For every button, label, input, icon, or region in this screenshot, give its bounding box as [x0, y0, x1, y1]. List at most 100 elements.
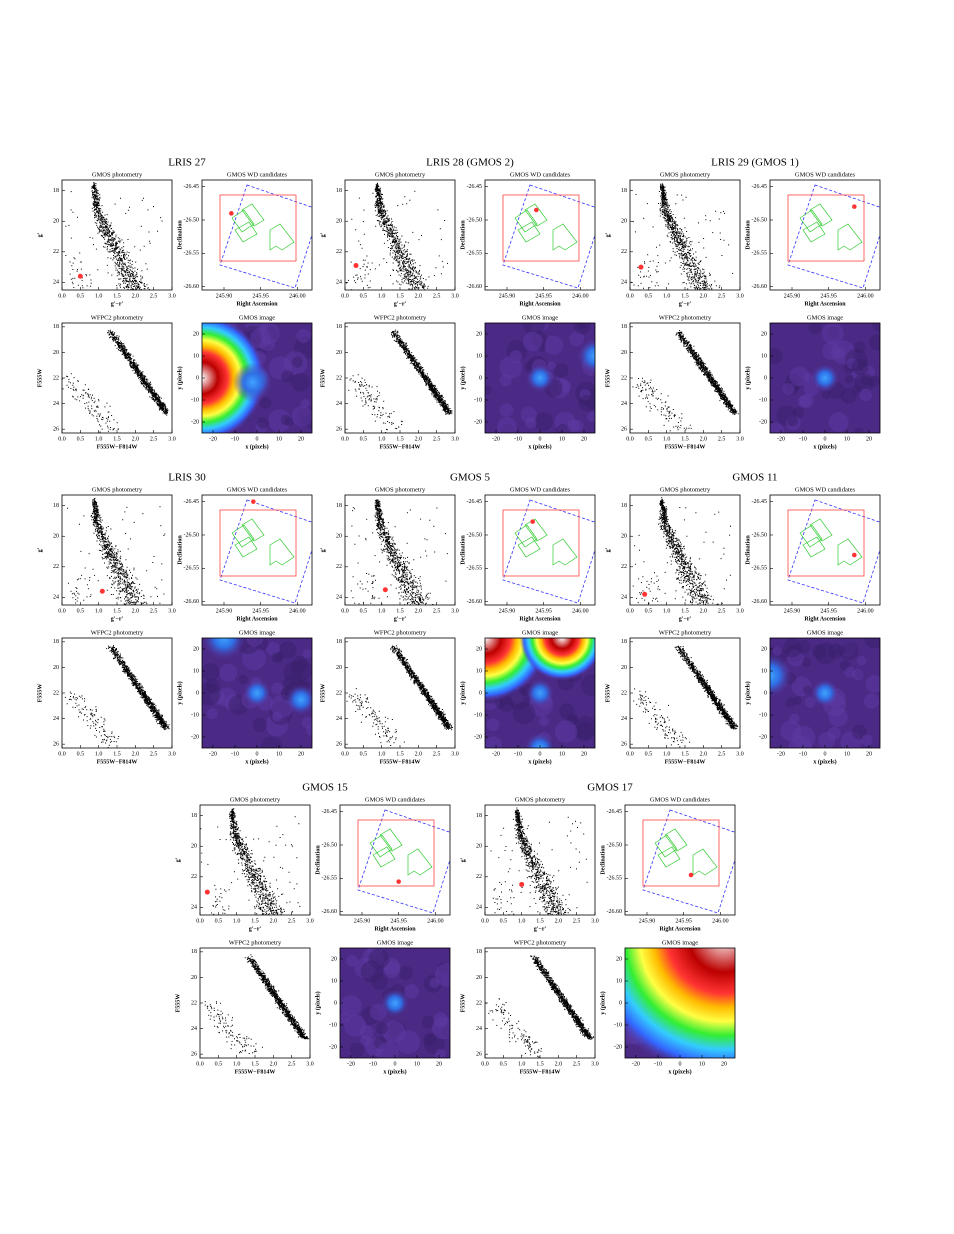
x-tick-label: 245.90 — [499, 608, 516, 614]
noise — [383, 961, 401, 979]
x-tick-label: 0.5 — [360, 751, 368, 757]
y-tick-label: -26.50 — [467, 217, 483, 223]
axes-frame — [629, 322, 741, 434]
panel-title: GMOS photometry — [660, 171, 711, 178]
noise — [538, 716, 550, 727]
x-axis-label: Right Ascension — [236, 616, 278, 622]
y-tick-label: -26.50 — [184, 217, 200, 223]
noise — [421, 1015, 435, 1029]
x-axis-label: Right Ascension — [804, 301, 846, 307]
plot-area — [348, 329, 453, 433]
noise — [432, 1017, 450, 1040]
noise — [558, 703, 575, 719]
plot-area — [632, 497, 731, 605]
x-tick-label: 3.0 — [736, 293, 744, 299]
y-tick-label: -26.60 — [184, 284, 200, 290]
y-axis-label: y (pixels) — [176, 681, 183, 704]
x-axis-label: x (pixels) — [383, 1068, 406, 1075]
x-tick-label: 20 — [298, 751, 304, 757]
noise — [770, 348, 783, 365]
y-tick-label: 24 — [476, 1026, 482, 1032]
y-tick-label: 24 — [191, 905, 197, 911]
plot-area — [340, 948, 450, 1058]
noise — [435, 1048, 446, 1058]
x-tick-label: 2.5 — [573, 1061, 581, 1067]
noise — [852, 384, 863, 395]
axes-frame — [629, 179, 741, 291]
panel-title: GMOS image — [239, 314, 275, 321]
x-tick-label: 2.5 — [433, 608, 441, 614]
source — [381, 989, 409, 1017]
y-tick-label: 22 — [53, 249, 59, 255]
x-tick-label: 246.00 — [427, 918, 444, 924]
noise — [799, 394, 814, 409]
star-dots — [346, 182, 448, 290]
y-tick-label: 24 — [53, 401, 59, 407]
y-tick-label: 26 — [53, 742, 59, 748]
y-tick-label: 18 — [53, 324, 59, 330]
plot-area — [202, 638, 312, 748]
x-tick-label: 10 — [844, 751, 850, 757]
star-dots — [632, 330, 739, 432]
object-group: GMOS 17 GMOS photometry g'−r' g' 0.0 0.5 1.0 1.… — [460, 782, 736, 1075]
plot-area — [502, 499, 595, 604]
x-tick-label: 3.0 — [168, 608, 176, 614]
noise — [580, 674, 595, 697]
x-tick-label: 245.90 — [784, 608, 801, 614]
y-tick-label: 24 — [336, 280, 342, 286]
x-axis-label: x (pixels) — [813, 443, 836, 450]
x-tick-label: 0 — [539, 751, 542, 757]
noise — [252, 717, 268, 733]
y-tick-label: 24 — [621, 595, 627, 601]
star-dots — [67, 497, 166, 605]
y-tick-label: 20 — [193, 331, 199, 337]
noise — [554, 363, 569, 378]
noise — [865, 675, 880, 693]
y-axis-label: g' — [460, 857, 466, 862]
y-tick-label: 0 — [764, 375, 767, 381]
plot-area — [67, 497, 166, 605]
noise — [787, 415, 799, 427]
y-tick-label: 18 — [621, 503, 627, 509]
candidate-point — [642, 591, 648, 597]
y-axis-label: F555W — [605, 684, 611, 703]
noise — [522, 331, 543, 352]
axes-frame — [201, 179, 313, 291]
y-axis-label: g' — [605, 232, 611, 237]
plot-area — [625, 948, 735, 1058]
x-axis-label: g'−r' — [111, 616, 124, 622]
x-axis-label: g'−r' — [394, 301, 407, 307]
plot-area — [502, 184, 595, 289]
x-tick-label: 2.5 — [718, 293, 726, 299]
y-tick-label: 22 — [476, 874, 482, 880]
noise — [534, 412, 553, 431]
x-tick-label: 0.0 — [626, 751, 634, 757]
field-square — [787, 194, 865, 262]
y-tick-label: 0 — [196, 690, 199, 696]
x-tick-label: 3.0 — [306, 1061, 314, 1067]
noise — [499, 374, 512, 387]
y-axis-label: y (pixels) — [599, 991, 606, 1014]
chips — [514, 203, 578, 251]
y-tick-label: 10 — [193, 353, 199, 359]
y-tick-label: 22 — [476, 1000, 482, 1006]
neighbour-source — [577, 338, 595, 374]
x-tick-label: 1.0 — [518, 1061, 526, 1067]
y-tick-label: 10 — [761, 353, 767, 359]
x-tick-label: 246.00 — [289, 608, 306, 614]
y-tick-label: 18 — [621, 188, 627, 194]
x-tick-label: 10 — [559, 751, 565, 757]
x-tick-label: 3.0 — [451, 751, 459, 757]
y-tick-label: 18 — [336, 188, 342, 194]
x-tick-label: 0.5 — [77, 751, 85, 757]
y-axis-label: y (pixels) — [744, 681, 751, 704]
y-tick-label: -10 — [614, 1022, 622, 1028]
y-tick-label: -26.50 — [184, 532, 200, 538]
panel-title: GMOS photometry — [230, 796, 281, 803]
y-tick-label: -26.50 — [752, 532, 768, 538]
y-tick-label: 20 — [476, 975, 482, 981]
x-tick-label: 3.0 — [451, 608, 459, 614]
noise — [861, 734, 873, 747]
group-title: LRIS 27 — [168, 157, 206, 169]
plot-area — [633, 645, 739, 748]
